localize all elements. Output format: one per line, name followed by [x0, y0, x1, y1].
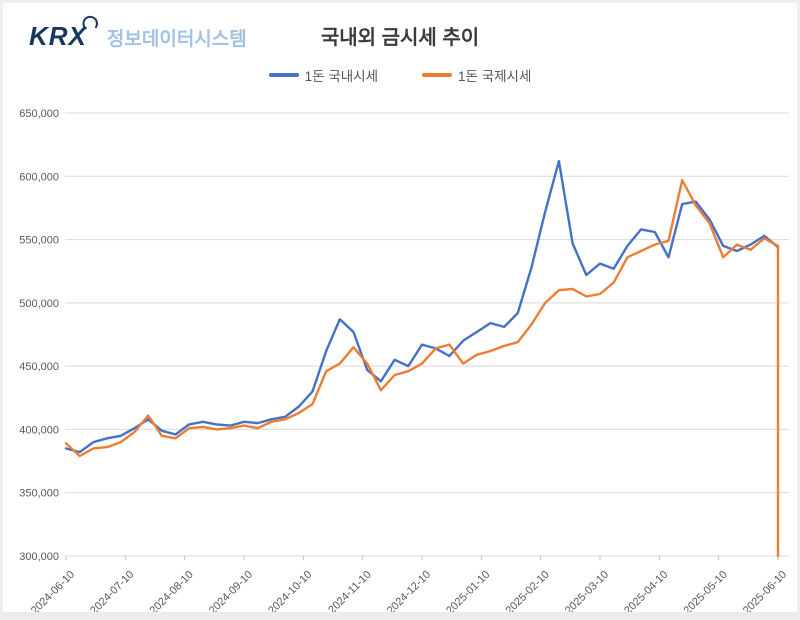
- svg-text:2024-12-10: 2024-12-10: [385, 569, 433, 617]
- svg-text:2024-11-10: 2024-11-10: [326, 569, 374, 617]
- svg-text:2025-04-10: 2025-04-10: [622, 569, 670, 617]
- krx-logo-subtitle: 정보데이터시스템: [106, 29, 247, 51]
- chart-legend: 1돈 국내시세 1돈 국제시세: [3, 65, 797, 85]
- svg-text:550,000: 550,000: [19, 235, 59, 247]
- legend-label-international: 1돈 국제시세: [458, 69, 532, 84]
- svg-text:2024-10-10: 2024-10-10: [266, 569, 314, 617]
- svg-text:650,000: 650,000: [19, 108, 59, 120]
- svg-text:600,000: 600,000: [19, 171, 59, 183]
- legend-item-international: 1돈 국제시세: [422, 65, 531, 85]
- svg-text:2025-06-10: 2025-06-10: [741, 569, 789, 617]
- svg-text:2025-02-10: 2025-02-10: [504, 569, 552, 617]
- krx-logo: KRX 정보데이터시스템: [29, 15, 247, 51]
- legend-swatch-international: [422, 73, 452, 77]
- page-title: 국내외 금시세 추이: [320, 27, 480, 49]
- svg-text:500,000: 500,000: [19, 298, 59, 310]
- svg-text:2025-01-10: 2025-01-10: [444, 569, 492, 617]
- legend-swatch-domestic: [268, 73, 299, 77]
- legend-label-domestic: 1돈 국내시세: [304, 69, 378, 84]
- svg-text:300,000: 300,000: [19, 551, 59, 563]
- svg-text:2025-03-10: 2025-03-10: [563, 569, 611, 617]
- svg-text:2024-07-10: 2024-07-10: [88, 569, 136, 617]
- krx-logo-swoosh-icon: [82, 15, 98, 30]
- svg-text:2024-06-10: 2024-06-10: [29, 569, 77, 617]
- svg-text:400,000: 400,000: [19, 424, 59, 436]
- svg-text:2025-05-10: 2025-05-10: [682, 569, 730, 617]
- line-chart-canvas: 300,000 350,000 400,000 450,000 500,000 550,0…: [19, 108, 789, 617]
- krx-logo-text: KRX: [29, 21, 87, 51]
- svg-text:350,000: 350,000: [19, 488, 59, 500]
- svg-text:2024-09-10: 2024-09-10: [207, 569, 255, 617]
- svg-text:2024-08-10: 2024-08-10: [148, 569, 196, 617]
- svg-text:450,000: 450,000: [19, 361, 59, 373]
- legend-item-domestic: 1돈 국내시세: [268, 65, 378, 85]
